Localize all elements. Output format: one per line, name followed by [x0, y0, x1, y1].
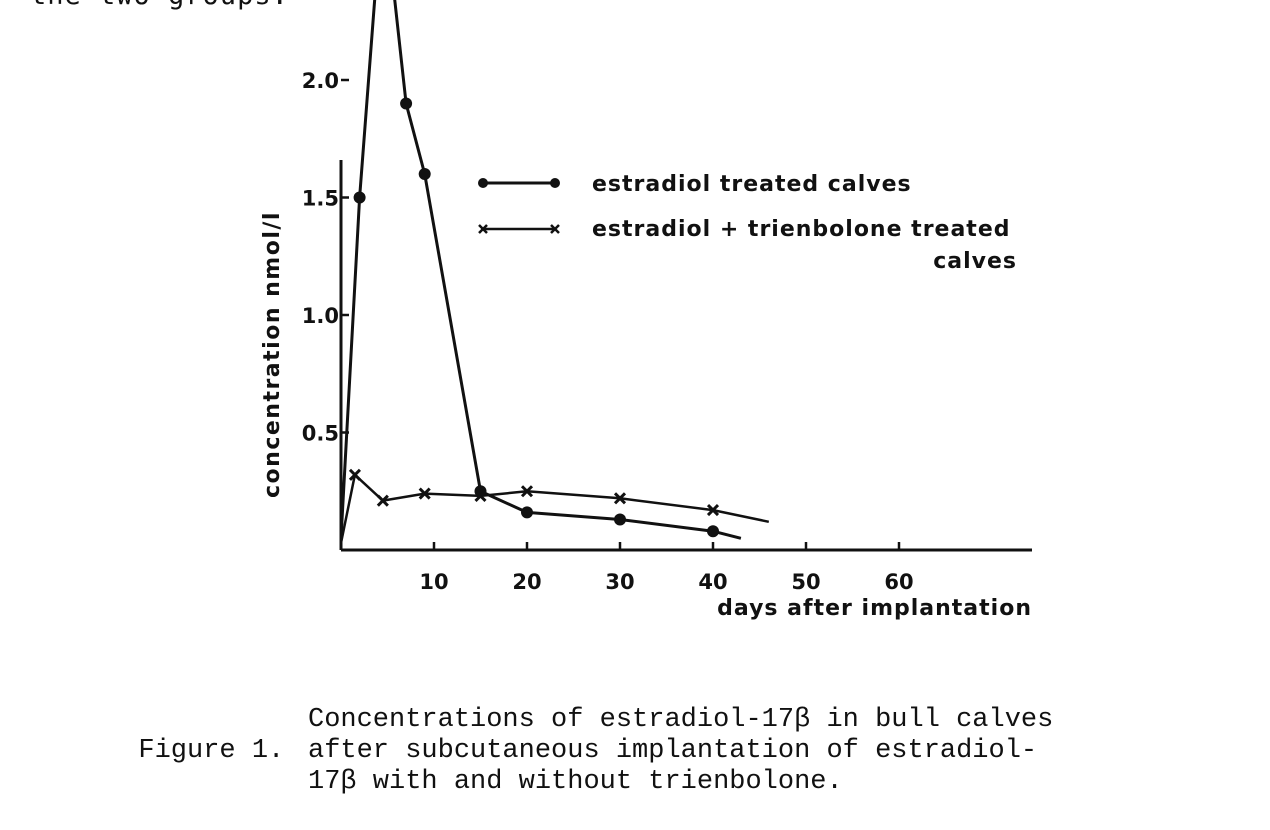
- data-point-cross: [418, 487, 431, 500]
- x-tick-label: 40: [698, 570, 727, 594]
- data-point-cross: [376, 494, 389, 507]
- x-tick-label: 60: [884, 570, 913, 594]
- caption-label: Figure 1.: [138, 736, 285, 766]
- caption-line: 17β with and without trienbolone.: [308, 767, 843, 797]
- x-tick-label: 10: [419, 570, 448, 594]
- x-axis-label: days after implantation: [717, 596, 1032, 621]
- y-tick-label: 2.0: [302, 69, 339, 93]
- data-point-dot: [400, 97, 413, 110]
- data-point-cross: [348, 468, 362, 481]
- data-point-dot: [353, 191, 366, 204]
- x-tick-label: 20: [512, 570, 541, 594]
- x-tick-label: 50: [791, 570, 820, 594]
- data-point-dot: [707, 525, 719, 538]
- data-point-dot: [521, 506, 533, 519]
- series-line-estradiol: [339, 0, 742, 540]
- data-point-cross: [706, 503, 720, 517]
- y-tick-label: 1.0: [302, 304, 339, 328]
- data-point-cross: [520, 485, 534, 498]
- caption-line: after subcutaneous implantation of estra…: [308, 736, 1038, 766]
- y-tick-label: 0.5: [302, 422, 339, 446]
- data-point-cross: [613, 492, 627, 505]
- y-axis-label: concentration nmol/l: [260, 211, 285, 498]
- x-tick-label: 30: [605, 570, 634, 594]
- data-point-dot: [614, 513, 626, 526]
- series-line-estradiol-trienbolone: [339, 473, 770, 544]
- legend-marker-cross: [478, 224, 488, 234]
- caption-body: Concentrations of estradiol-17β in bull …: [308, 705, 1208, 798]
- top-text-fragment: the two groups.: [30, 0, 289, 11]
- data-point-cross: [474, 489, 487, 503]
- legend-label-estradiol-trienbolone: estradiol + trienbolone treated: [592, 217, 1011, 242]
- figure-caption: Figure 1. Concentrations of estradiol-17β…: [106, 705, 1053, 797]
- legend-marker-cross: [550, 224, 560, 234]
- legend-label-estradiol-trienbolone-cont: calves: [933, 249, 1017, 274]
- y-tick-label: 1.5: [302, 187, 339, 211]
- legend-marker-dot: [550, 178, 560, 188]
- legend-marker-dot: [478, 178, 488, 188]
- legend-label-estradiol: estradiol treated calves: [592, 172, 912, 197]
- data-point-dot: [418, 168, 431, 180]
- caption-line: Concentrations of estradiol-17β in bull …: [308, 705, 1054, 735]
